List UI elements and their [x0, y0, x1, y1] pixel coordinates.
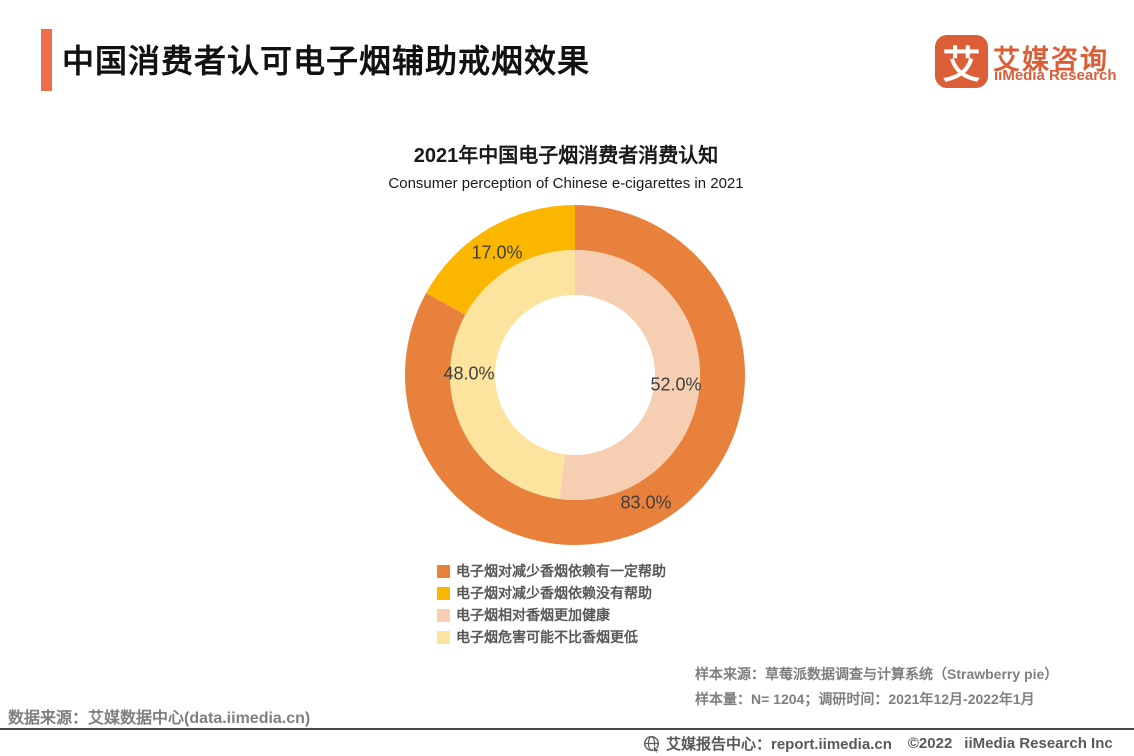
footer-divider — [0, 728, 1134, 730]
donut-segment-outer-17 — [426, 205, 575, 315]
legend-swatch — [437, 586, 450, 600]
sample-source-note: 样本来源：草莓派数据调查与计算系统（Strawberry pie） — [695, 666, 1059, 682]
legend-swatch — [437, 630, 450, 644]
legend-label: 电子烟危害可能不比香烟更低 — [456, 629, 638, 645]
logo-character: 艾 — [942, 45, 981, 87]
legend-item: 电子烟危害可能不比香烟更低 — [437, 626, 666, 648]
chart-subtitle: Consumer perception of Chinese e-cigaret… — [388, 175, 744, 192]
donut-segment-inner-48 — [449, 250, 575, 500]
legend-item: 电子烟对减少香烟依赖没有帮助 — [437, 582, 666, 604]
sample-notes: 样本来源：草莓派数据调查与计算系统（Strawberry pie） 样本量：N=… — [695, 662, 1058, 712]
brand-name-english: iiMedia Research — [994, 67, 1117, 84]
sample-info-note: 样本量：N= 1204；调研时间：2021年12月-2022年1月 — [695, 691, 1035, 707]
footer-copyright: ©2022 — [907, 735, 953, 752]
legend-item: 电子烟相对香烟更加健康 — [437, 604, 666, 626]
footer-report-center-link: 艾媒报告中心：report.iimedia.cn — [666, 736, 892, 753]
page-title: 中国消费者认可电子烟辅助戒烟效果 — [62, 43, 591, 79]
data-label-48: 48.0% — [443, 363, 495, 384]
data-source-note: 数据来源：艾媒数据中心(data.iimedia.cn) — [8, 710, 311, 727]
brand-name-chinese: 艾媒咨询 — [993, 45, 1109, 75]
legend-item: 电子烟对减少香烟依赖有一定帮助 — [437, 560, 666, 582]
donut-chart — [405, 205, 745, 545]
donut-segment-inner-52 — [559, 250, 700, 500]
data-label-52: 52.0% — [650, 374, 702, 395]
iimedia-logo-icon: 艾 — [935, 35, 988, 88]
chart-legend: 电子烟对减少香烟依赖有一定帮助 电子烟对减少香烟依赖没有帮助 电子烟相对香烟更加… — [437, 560, 666, 648]
footer: 艾媒报告中心：report.iimedia.cn ©2022 iiMedia R… — [643, 733, 1113, 754]
legend-swatch — [437, 564, 450, 578]
legend-swatch — [437, 608, 450, 622]
data-label-17: 17.0% — [471, 242, 523, 263]
title-accent-bar — [41, 29, 52, 91]
legend-label: 电子烟相对香烟更加健康 — [456, 607, 610, 623]
data-label-83: 83.0% — [620, 492, 672, 513]
legend-label: 电子烟对减少香烟依赖有一定帮助 — [456, 563, 666, 579]
chart-title: 2021年中国电子烟消费者消费认知 — [413, 145, 719, 167]
footer-company: iiMedia Research Inc — [964, 735, 1113, 752]
globe-icon — [643, 735, 661, 753]
legend-label: 电子烟对减少香烟依赖没有帮助 — [456, 585, 652, 601]
